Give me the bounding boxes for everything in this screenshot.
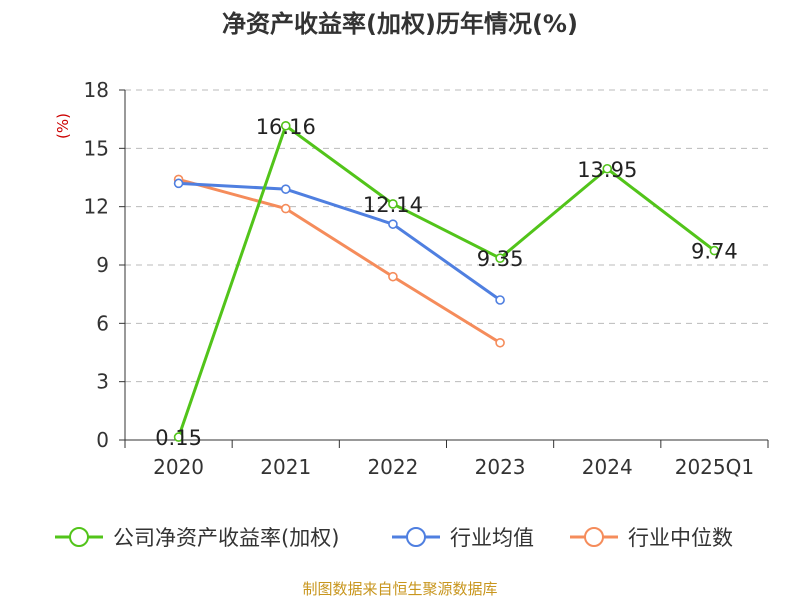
data-label: 9.74 <box>691 240 738 264</box>
chart-title: 净资产收益率(加权)历年情况(%) <box>222 10 578 38</box>
data-point <box>388 271 398 282</box>
series-line <box>178 177 501 345</box>
y-tick-label: 12 <box>84 195 109 219</box>
legend-swatch-marker <box>584 527 604 547</box>
legend-swatch-marker <box>69 527 89 547</box>
data-point <box>709 245 720 256</box>
data-point <box>280 120 291 131</box>
data-label: 9.35 <box>477 247 524 271</box>
legend-label: 行业均值 <box>450 526 534 550</box>
series-layer <box>173 120 720 442</box>
x-tick-label: 2022 <box>367 455 418 479</box>
axes: 0 3 6 9 12 15 18 2020 2021 2022 2023 2024 2025Q1 <box>84 78 769 479</box>
data-label: 12.14 <box>363 193 423 217</box>
legend-swatch-marker <box>406 527 426 547</box>
y-tick-label: 0 <box>96 428 109 452</box>
x-tick-label: 2023 <box>475 455 526 479</box>
data-point <box>280 184 291 194</box>
series-line <box>177 124 716 438</box>
x-tick-label: 2025Q1 <box>675 455 754 479</box>
data-label: 16.16 <box>256 115 316 139</box>
data-point <box>388 219 398 229</box>
data-point <box>602 163 613 174</box>
gridlines <box>125 89 768 383</box>
y-tick-label: 15 <box>84 136 109 160</box>
data-label: 0.15 <box>155 426 202 450</box>
series-line <box>178 181 501 302</box>
data-label: 13.95 <box>577 158 637 182</box>
y-tick-label: 6 <box>96 311 109 335</box>
data-point <box>173 432 184 442</box>
y-tick-label: 18 <box>84 78 109 102</box>
legend-label: 行业中位数 <box>628 526 733 550</box>
data-point <box>280 203 291 214</box>
x-tick-label: 2024 <box>582 455 633 479</box>
data-point <box>495 295 505 305</box>
y-axis-label: (%) <box>54 113 72 139</box>
y-tick-label: 9 <box>96 253 109 277</box>
source-note: 制图数据来自恒生聚源数据库 <box>302 580 497 598</box>
data-point <box>495 337 505 348</box>
legend: 公司净资产收益率(加权) 行业均值 行业中位数 <box>55 526 733 550</box>
x-tick-label: 2021 <box>260 455 311 479</box>
y-tick-label: 3 <box>96 370 109 394</box>
data-point <box>388 199 398 209</box>
data-point <box>173 178 184 189</box>
x-tick-label: 2020 <box>153 455 204 479</box>
legend-label: 公司净资产收益率(加权) <box>113 526 339 550</box>
data-point <box>495 253 505 263</box>
data-labels: 0.15 16.16 12.14 9.35 13.95 9.74 <box>155 115 738 450</box>
